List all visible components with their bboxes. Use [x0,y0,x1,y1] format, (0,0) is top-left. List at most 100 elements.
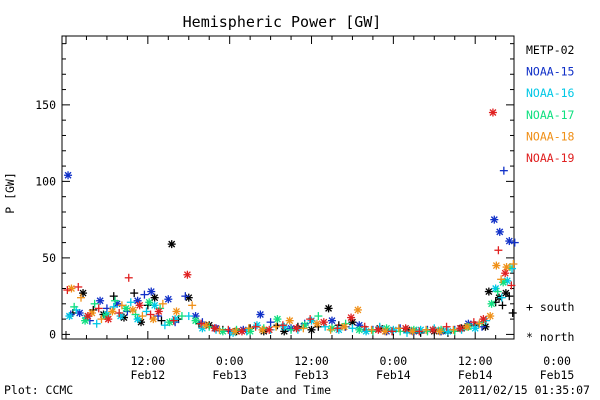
data-point-south [146,310,155,319]
data-point-north [501,289,510,298]
data-point-north [108,307,117,316]
data-point-north [292,324,301,333]
data-point-north [154,307,163,316]
data-point-north [488,108,497,117]
data-point-south [287,325,296,334]
legend-entry: NOAA-16 [526,86,575,100]
data-point-south [423,327,432,336]
data-point-south [368,327,377,336]
data-point-north [471,324,480,333]
data-point-north [165,318,174,327]
data-point-north [435,327,444,336]
x-tick-date-label: Feb14 [376,368,411,382]
data-point-north [307,325,316,334]
data-point-south [130,289,139,298]
data-point-north [128,305,137,314]
data-point-north [104,315,113,324]
data-point-south [177,312,186,321]
data-point-north [353,305,362,314]
data-point-north [149,315,158,324]
data-point-north [486,312,495,321]
data-point-north [147,287,156,296]
data-point-north [492,261,501,270]
data-point-south [142,307,151,316]
plot-frame [61,35,515,340]
data-point-north [87,308,96,317]
data-point-south [415,327,424,336]
data-point-north [389,325,398,334]
data-point-south [74,282,83,291]
legend-entry: NOAA-19 [526,151,575,165]
data-point-south [97,315,106,324]
data-point-south [154,312,163,321]
data-point-north [490,215,499,224]
data-point-south [266,318,275,327]
data-point-south [507,281,516,290]
x-tick-time-label: 12:00 [131,354,166,368]
data-point-north [145,298,154,307]
data-point-north [495,227,504,236]
data-point-south [367,325,376,334]
y-axis-label: P [GW] [3,172,17,214]
data-point-north [347,313,356,322]
x-tick-date-label: Feb12 [131,368,166,382]
data-point-south [510,238,519,247]
data-point-south [508,264,517,273]
x-tick-date-label: Feb15 [540,368,575,382]
data-point-south [90,299,99,308]
data-point-north [172,307,181,316]
data-point-south [314,312,323,321]
data-point-south [169,316,178,325]
data-point-south [299,324,308,333]
data-point-north [484,287,493,296]
data-point-north [501,269,510,278]
data-point-south [494,246,503,255]
legend-entry: NOAA-17 [526,108,575,122]
data-point-north [312,319,321,328]
data-point-north [122,304,131,313]
data-point-south [157,316,166,325]
y-tick-label: 100 [35,174,56,188]
data-point-south [109,292,118,301]
y-tick-label: 50 [42,251,56,265]
data-point-north [374,325,383,334]
marker-key: + south * north [526,300,574,344]
data-point-south [184,312,193,321]
data-point-north [191,316,200,325]
data-point-south [63,286,72,295]
data-point-north [65,312,74,321]
data-point-south [360,322,369,331]
data-point-south [117,301,126,310]
data-point-north [456,324,465,333]
data-point-south [306,315,315,324]
data-point-south [140,290,149,299]
y-axis: 0 50 100 150 [35,43,514,341]
data-point-south [224,325,233,334]
footer-plot-source: Plot: CCMC [4,383,74,397]
data-point-north [258,325,267,334]
data-point-north [231,327,240,336]
data-point-south [197,319,206,328]
x-tick-date-label: Feb14 [458,368,493,382]
marker-key-south: + south [526,300,574,314]
x-tick-date-label: Feb13 [212,368,247,382]
x-axis: 12:00Feb120:00Feb1312:00Feb130:00Feb1412… [65,36,575,382]
data-point-north [285,316,294,325]
data-point-south [111,296,120,305]
data-point-south [92,319,101,328]
data-point-south [124,273,133,282]
data-point-south [508,308,517,317]
x-tick-time-label: 12:00 [294,354,329,368]
data-point-north [428,325,437,334]
marker-key-north: * north [526,330,574,344]
data-point-south [387,327,396,336]
legend-entry: METP-02 [526,43,574,57]
data-point-north [408,327,417,336]
data-point-north [487,299,496,308]
x-tick-time-label: 0:00 [543,354,571,368]
data-point-north [183,270,192,279]
y-tick-label: 150 [35,98,56,112]
data-point-south [348,324,357,333]
data-point-north [502,263,511,272]
data-point-south [498,301,507,310]
